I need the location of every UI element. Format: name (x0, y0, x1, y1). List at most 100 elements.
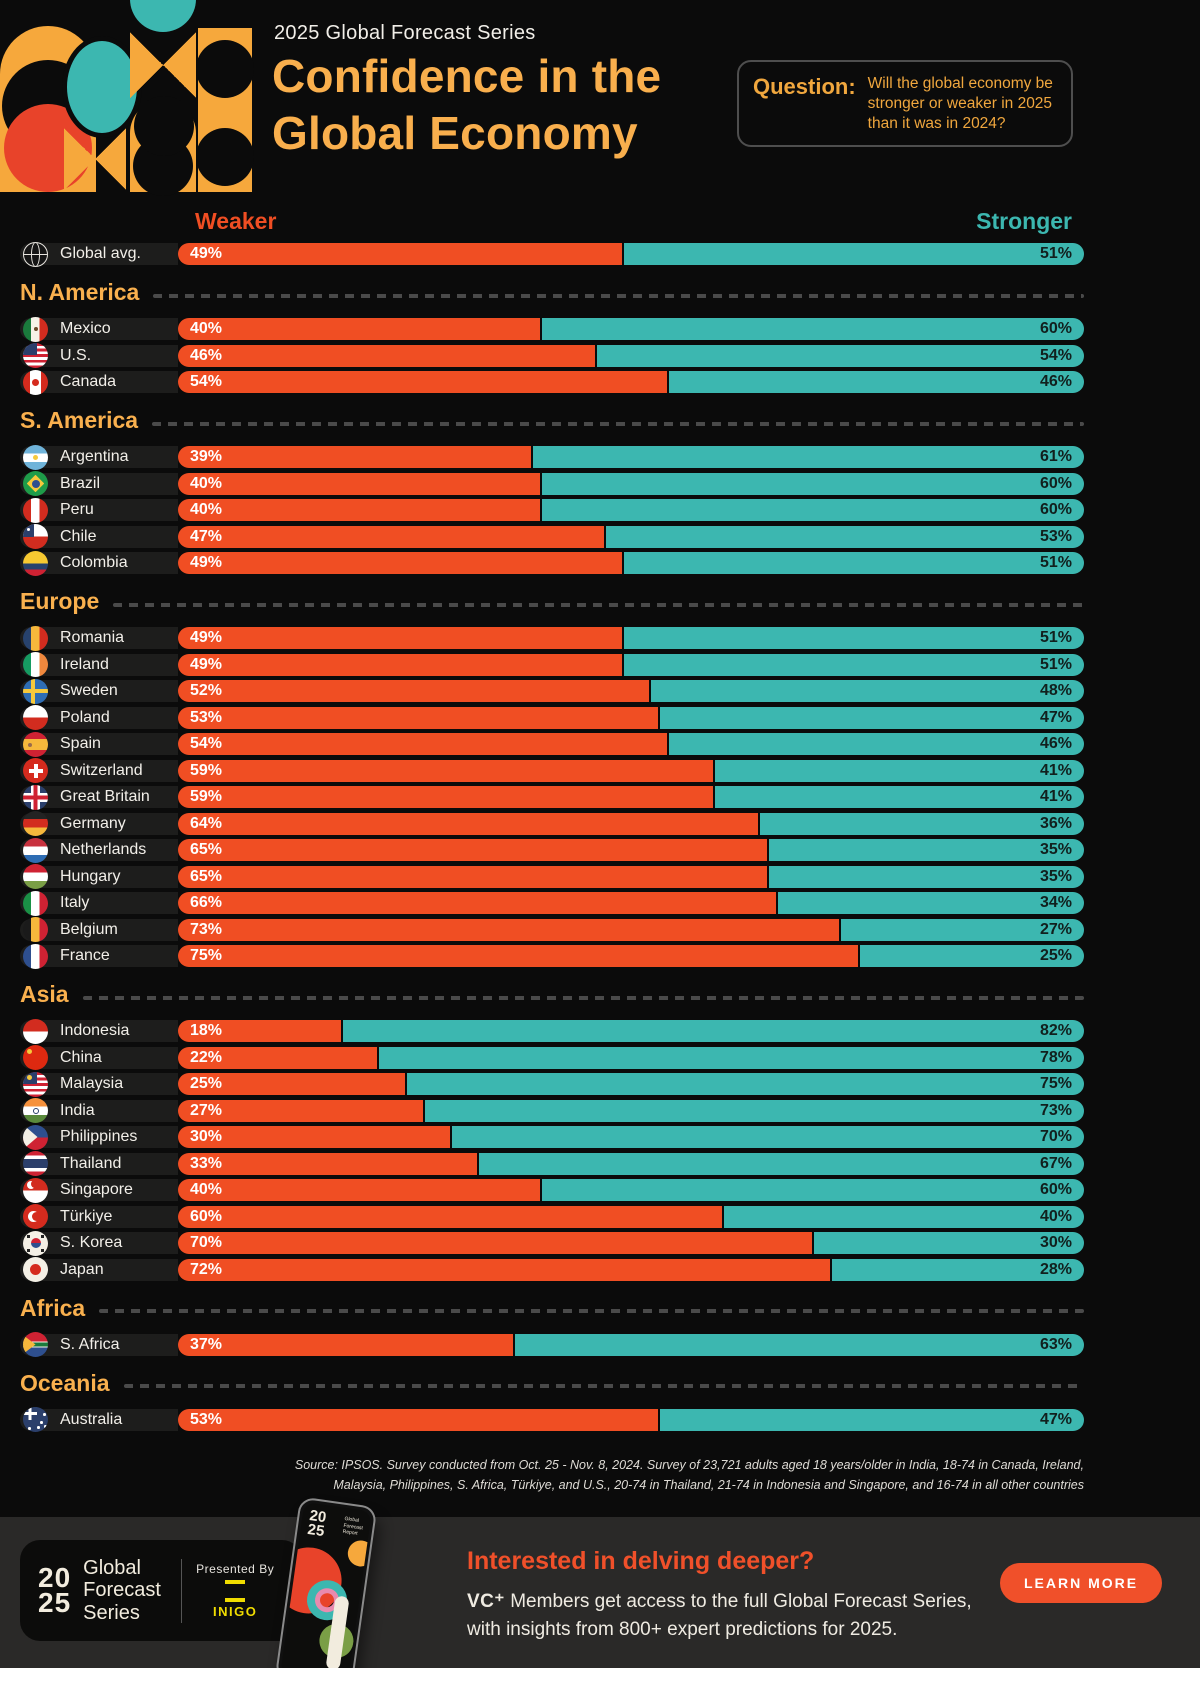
confidence-bar: 49% 51% (178, 653, 1084, 676)
stronger-segment: 60% (540, 1179, 1084, 1201)
country-name: China (60, 1048, 102, 1066)
flag-icon (23, 1257, 48, 1282)
stronger-segment: 70% (449, 1126, 1084, 1148)
country-label-strip: Thailand (20, 1151, 178, 1176)
question-text: Will the global economy be stronger or w… (867, 75, 1053, 132)
country-row: Singapore 40% 60% (20, 1177, 1084, 1203)
weaker-value: 40% (190, 320, 223, 337)
flag-icon (23, 943, 48, 969)
country-label-strip: Mexico (20, 316, 178, 342)
weaker-segment: 60% (178, 1205, 722, 1228)
stronger-segment: 82% (341, 1020, 1084, 1042)
country-label-strip: Switzerland (20, 758, 178, 783)
stronger-segment: 46% (667, 733, 1084, 755)
stronger-segment: 40% (721, 1205, 1084, 1228)
country-label-strip: U.S. (20, 343, 178, 368)
country-row: Belgium 73% 27% (20, 917, 1084, 942)
country-row: Japan 72% 28% (20, 1257, 1084, 1282)
stronger-value: 60% (1039, 474, 1072, 492)
country-name: France (60, 947, 110, 964)
learn-more-button[interactable]: LEARN MORE (1000, 1563, 1163, 1603)
confidence-bar: 54% 46% (178, 371, 1084, 393)
country-label-strip: Hungary (20, 864, 178, 889)
promo-heading: Interested in delving deeper? (467, 1547, 815, 1575)
weaker-value: 52% (190, 682, 223, 699)
flag-icon (23, 471, 48, 496)
dashed-divider (123, 1384, 1084, 1388)
country-name: Global avg. (60, 245, 141, 262)
confidence-bar: 39% 61% (178, 446, 1084, 468)
stronger-value: 28% (1039, 1260, 1072, 1278)
country-row: S. Africa 37% 63% (20, 1332, 1084, 1357)
weaker-segment: 54% (178, 371, 668, 393)
stronger-value: 40% (1039, 1207, 1072, 1225)
confidence-bar: 40% 60% (178, 499, 1084, 521)
country-label-strip: S. Korea (20, 1230, 178, 1256)
country-name: Spain (60, 735, 101, 752)
region-header: N. America (20, 279, 1084, 306)
confidence-bar: 33% 67% (178, 1152, 1084, 1175)
country-row: Malaysia 25% 75% (20, 1071, 1084, 1097)
country-name: Netherlands (60, 841, 147, 858)
country-label-strip: Indonesia (20, 1018, 178, 1044)
confidence-bar: 49% 51% (178, 552, 1084, 574)
stronger-segment: 51% (621, 627, 1084, 649)
stronger-segment: 48% (649, 680, 1084, 702)
flag-icon (23, 652, 48, 677)
weaker-value: 59% (190, 761, 223, 779)
country-name: Malaysia (60, 1075, 124, 1092)
weaker-segment: 65% (178, 865, 767, 888)
country-label-strip: Global avg. (20, 241, 178, 267)
stronger-segment: 34% (775, 892, 1084, 914)
vc-plus-logo: VC⁺ (467, 1591, 505, 1612)
flag-icon (23, 678, 48, 704)
weaker-segment: 75% (178, 945, 858, 967)
country-name: Singapore (60, 1181, 133, 1198)
weaker-value: 40% (190, 501, 223, 518)
stronger-segment: 41% (712, 759, 1084, 782)
region-section: Asia Indonesia 18% 82% China (20, 981, 1084, 1282)
stronger-segment: 60% (540, 472, 1084, 495)
stronger-value: 75% (1039, 1075, 1072, 1092)
flag-icon (23, 1045, 48, 1070)
stronger-value: 60% (1039, 320, 1072, 337)
country-name: Sweden (60, 682, 118, 699)
weaker-segment: 25% (178, 1073, 405, 1095)
country-name: S. Africa (60, 1335, 120, 1353)
country-label-strip: Colombia (20, 550, 178, 576)
weaker-segment: 49% (178, 653, 622, 676)
flag-icon (23, 1018, 48, 1044)
region-header: Africa (20, 1295, 1084, 1322)
dashed-divider (153, 293, 1084, 298)
stronger-value: 25% (1039, 947, 1072, 964)
country-row: Canada 54% 46% (20, 369, 1084, 395)
decorative-shapes (0, 0, 260, 196)
country-row: U.S. 46% 54% (20, 343, 1084, 368)
flag-icon (23, 1407, 48, 1432)
region-section: Europe Romania 49% 51% Ireland (20, 588, 1084, 969)
weaker-value: 39% (190, 448, 223, 465)
country-row: Ireland 49% 51% (20, 652, 1084, 677)
flag-icon (23, 917, 48, 942)
flag-icon (23, 343, 48, 368)
weaker-value: 59% (190, 788, 223, 805)
weaker-value: 25% (190, 1075, 223, 1092)
stronger-value: 34% (1039, 894, 1072, 911)
flag-icon (23, 1332, 48, 1357)
country-row: Australia 53% 47% (20, 1407, 1084, 1432)
country-name: Mexico (60, 320, 111, 337)
country-row: Indonesia 18% 82% (20, 1018, 1084, 1044)
inigo-logo-icon (225, 1580, 246, 1602)
weaker-segment: 54% (178, 733, 668, 755)
confidence-bar: 59% 41% (178, 759, 1084, 782)
logo-series-text: Global Forecast Series (83, 1556, 161, 1624)
country-row: Romania 49% 51% (20, 625, 1084, 651)
country-label-strip: Argentina (20, 444, 178, 470)
weaker-value: 49% (190, 655, 223, 673)
weaker-value: 46% (190, 346, 223, 364)
region-header: Asia (20, 981, 1084, 1008)
weaker-segment: 39% (178, 446, 532, 468)
flag-icon (23, 550, 48, 576)
country-name: Australia (60, 1410, 123, 1428)
weaker-value: 70% (190, 1234, 223, 1251)
